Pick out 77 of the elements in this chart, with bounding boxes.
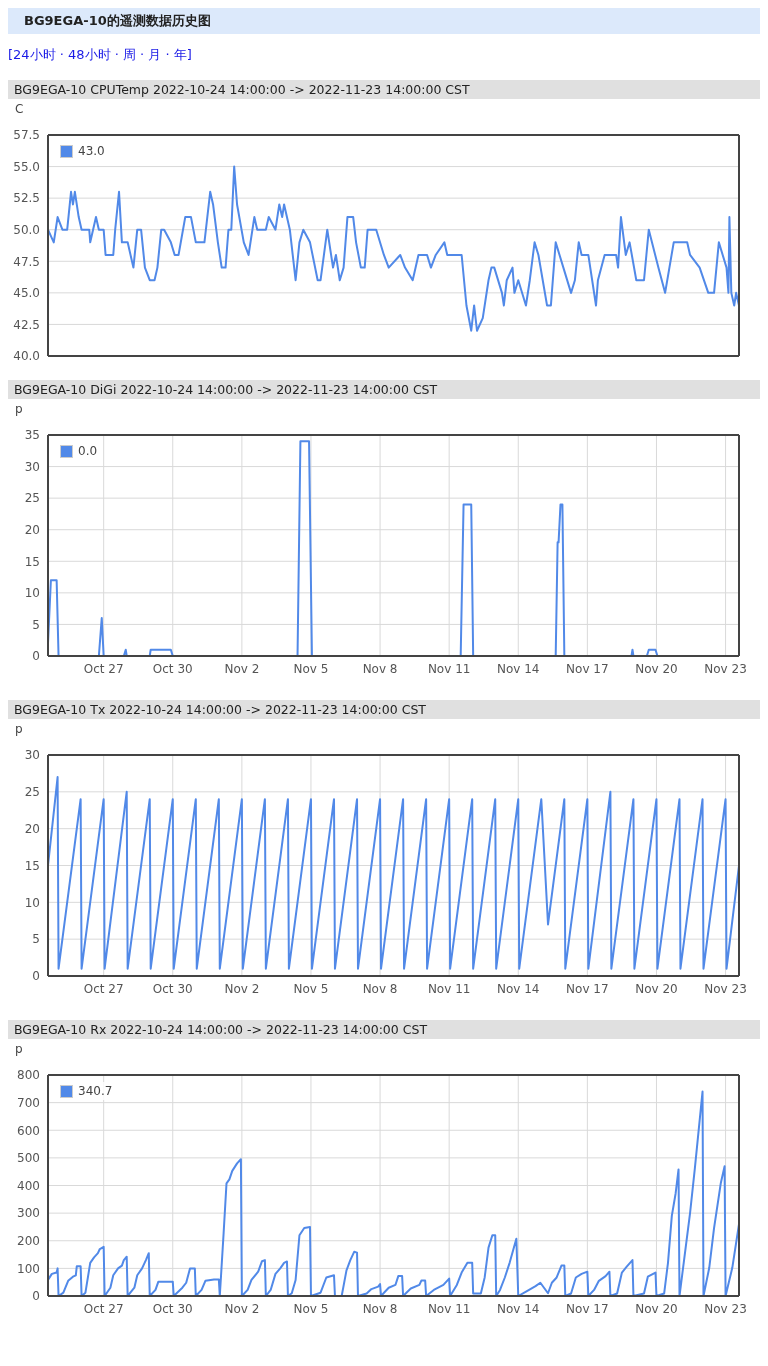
y-tick-label: 300 <box>17 1206 40 1221</box>
chart-title: BG9EGA-10 Tx 2022-10-24 14:00:00 -> 2022-11-23 14:00:00 CST <box>8 700 760 719</box>
y-tick-label: 50.0 <box>13 222 40 237</box>
y-tick-label: 600 <box>17 1123 40 1138</box>
x-tick-label: Nov 14 <box>497 1301 540 1316</box>
y-tick-label: 800 <box>17 1068 40 1083</box>
y-tick-label: 500 <box>17 1151 40 1166</box>
x-tick-label: Nov 11 <box>427 1301 471 1316</box>
x-tick-label: Nov 5 <box>293 1301 329 1316</box>
text: [24小时 · 48小时 · 周 · 月 · 年] <box>8 46 193 64</box>
x-tick-label: Oct 30 <box>152 981 193 996</box>
x-tick-label: Nov 20 <box>635 981 678 996</box>
y-tick-label: 30 <box>24 748 40 763</box>
x-tick-label: Nov 2 <box>224 661 260 676</box>
x-tick-label: Nov 11 <box>427 981 471 996</box>
chart-title: BG9EGA-10 DiGi 2022-10-24 14:00:00 -> 2022-11-23 14:00:00 CST <box>8 380 760 399</box>
line-series <box>48 776 739 970</box>
y-tick-label: 10 <box>24 586 40 601</box>
y-tick-label: 55.0 <box>13 159 40 174</box>
y-tick-label: 25 <box>24 491 40 506</box>
legend-label: 340.7 <box>78 1084 113 1098</box>
x-tick-label: Nov 17 <box>566 1301 609 1316</box>
x-tick-label: Oct 27 <box>83 661 124 676</box>
y-tick-label: 10 <box>24 895 40 910</box>
y-tick-label: 700 <box>17 1095 40 1110</box>
y-tick-label: 57.5 <box>13 128 40 143</box>
x-tick-label: Nov 20 <box>635 661 678 676</box>
y-tick-label: 30 <box>24 459 40 474</box>
x-tick-label: Oct 30 <box>152 1301 193 1316</box>
y-tick-label: 40.0 <box>13 349 40 364</box>
x-tick-label: Nov 17 <box>566 981 609 996</box>
y-tick-label: 20 <box>24 522 40 537</box>
y-tick-label: 100 <box>17 1261 40 1276</box>
chart-title: BG9EGA-10 CPUTemp 2022-10-24 14:00:00 -> 2022-11-23 14:00:00 CST <box>8 80 760 99</box>
y-axis-title: p <box>14 401 24 418</box>
y-tick-label: 5 <box>32 617 40 632</box>
y-axis-title: p <box>14 721 24 738</box>
y-tick-label: 42.5 <box>13 317 40 332</box>
x-tick-label: Nov 14 <box>497 981 540 996</box>
x-tick-label: Nov 5 <box>293 661 329 676</box>
x-tick-label: Oct 27 <box>83 981 124 996</box>
y-tick-label: 15 <box>24 858 40 873</box>
y-tick-label: 45.0 <box>13 286 40 301</box>
x-tick-label: Nov 8 <box>362 661 398 676</box>
x-tick-label: Nov 23 <box>704 981 747 996</box>
legend-label: 0.0 <box>78 444 98 458</box>
y-tick-label: 47.5 <box>13 254 40 269</box>
x-tick-label: Nov 14 <box>497 661 540 676</box>
x-tick-label: Oct 27 <box>83 1301 124 1316</box>
y-axis-title: C <box>14 101 25 118</box>
text: BG9EGA-10的遥测数据历史图 <box>8 8 760 34</box>
x-tick-label: Nov 23 <box>704 661 747 676</box>
y-tick-label: 5 <box>32 932 40 947</box>
x-tick-label: Nov 2 <box>224 981 260 996</box>
legend-label: 43.0 <box>78 144 105 158</box>
x-tick-label: Nov 5 <box>293 981 329 996</box>
x-tick-label: Nov 23 <box>704 1301 747 1316</box>
y-tick-label: 200 <box>17 1234 40 1249</box>
y-tick-label: 35 <box>24 428 40 443</box>
y-tick-label: 25 <box>24 785 40 800</box>
chart-title: BG9EGA-10 Rx 2022-10-24 14:00:00 -> 2022-11-23 14:00:00 CST <box>8 1020 760 1039</box>
y-tick-label: 52.5 <box>13 191 40 206</box>
x-tick-label: Nov 2 <box>224 1301 260 1316</box>
x-tick-label: Nov 11 <box>427 661 471 676</box>
x-tick-label: Nov 8 <box>362 1301 398 1316</box>
x-tick-label: Oct 30 <box>152 661 193 676</box>
y-tick-label: 0 <box>32 969 40 984</box>
y-tick-label: 400 <box>17 1178 40 1193</box>
y-tick-label: 15 <box>24 554 40 569</box>
line-series <box>48 165 739 332</box>
y-tick-label: 0 <box>32 1289 40 1304</box>
y-axis-title: p <box>14 1041 24 1058</box>
y-tick-label: 20 <box>24 821 40 836</box>
x-tick-label: Nov 17 <box>566 661 609 676</box>
x-tick-label: Nov 20 <box>635 1301 678 1316</box>
y-tick-label: 0 <box>32 649 40 664</box>
x-tick-label: Nov 8 <box>362 981 398 996</box>
